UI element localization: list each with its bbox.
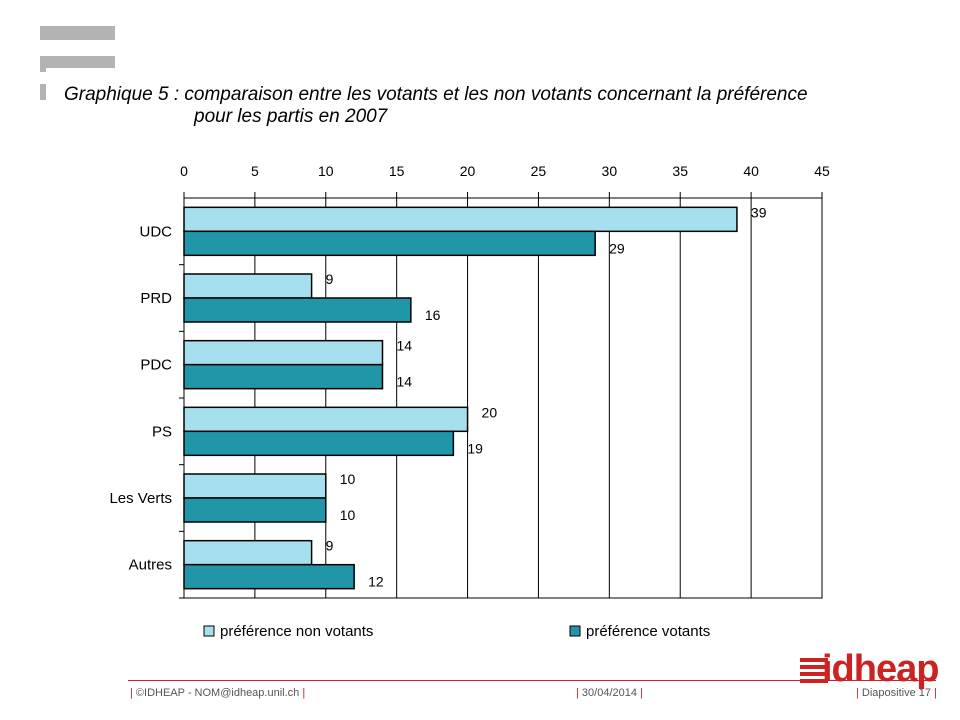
data-label-1-4: 10: [340, 507, 356, 523]
plot-border: [183, 197, 823, 599]
category-label-1: PRD: [140, 290, 172, 307]
data-label-1-1: 16: [425, 307, 441, 323]
legend-swatch-1: [569, 625, 581, 637]
data-label-1-3: 19: [467, 440, 483, 456]
data-label-1-2: 14: [396, 374, 412, 390]
data-label-0-3: 20: [482, 404, 498, 420]
data-label-1-5: 12: [368, 574, 384, 590]
tick-label-x-5: 25: [531, 163, 547, 179]
data-label-0-4: 10: [340, 471, 356, 487]
footer-copyright: ©IDHEAP - NOM@idheap.unil.ch: [135, 687, 300, 699]
idheap-logo: idheap: [800, 648, 940, 692]
logo-stripes: [800, 658, 828, 686]
footer-left: | ©IDHEAP - NOM@idheap.unil.ch |: [130, 687, 306, 699]
tick-label-x-9: 45: [814, 163, 830, 179]
bar-0-4: [183, 473, 327, 499]
bar-0-5: [183, 539, 313, 566]
tick-label-x-0: 0: [180, 163, 188, 179]
footer-date: 30/04/2014: [581, 687, 637, 699]
category-label-3: PS: [152, 423, 172, 440]
bar-0-2: [183, 339, 384, 366]
title-line-2: pour les partis en 2007: [194, 106, 388, 127]
tick-label-x-1: 5: [251, 163, 259, 179]
decor-bar-2: [40, 56, 115, 68]
bar-0-1: [183, 273, 313, 299]
bar-1-0: [183, 230, 596, 257]
legend-label-0: préférence non votants: [220, 623, 373, 640]
tick-label-x-2: 10: [318, 163, 334, 179]
bar-1-1: [183, 297, 412, 323]
legend-swatch-0: [203, 625, 215, 637]
tick-label-x-8: 40: [743, 163, 759, 179]
footer-slide-number: Diapositive 17: [861, 687, 932, 699]
tick-label-x-3: 15: [389, 163, 405, 179]
bar-0-0: [183, 206, 738, 233]
title-line-1: Graphique 5 : comparaison entre les vota…: [64, 84, 808, 105]
data-label-0-2: 14: [396, 338, 412, 354]
decor-bar-4: [40, 84, 46, 100]
data-label-1-0: 29: [609, 240, 625, 256]
logo-word: idheap: [822, 648, 939, 690]
bar-1-3: [183, 430, 455, 457]
tick-label-x-7: 35: [672, 163, 688, 179]
slide-title: Graphique 5 : comparaison entre les vota…: [64, 84, 808, 128]
tick-label-x-6: 30: [602, 163, 618, 179]
decor-bar-3: [40, 66, 46, 72]
footer-divider: [128, 680, 936, 681]
category-label-5: Autres: [129, 557, 172, 574]
bar-0-3: [183, 406, 469, 433]
footer-right: | Diapositive 17 |: [856, 687, 937, 699]
decor-bar-1: [40, 26, 115, 40]
footer-center: | 30/04/2014 |: [576, 687, 643, 699]
category-label-4: Les Verts: [109, 490, 172, 507]
data-label-0-1: 9: [326, 271, 334, 287]
legend-label-1: préférence votants: [586, 623, 710, 640]
bar-1-2: [183, 363, 384, 390]
tick-label-x-4: 20: [460, 163, 476, 179]
category-label-2: PDC: [140, 357, 172, 374]
category-label-0: UDC: [140, 223, 173, 240]
data-label-0-5: 9: [326, 538, 334, 554]
bar-1-5: [183, 563, 355, 590]
data-label-0-0: 39: [751, 204, 767, 220]
bar-1-4: [183, 497, 327, 523]
